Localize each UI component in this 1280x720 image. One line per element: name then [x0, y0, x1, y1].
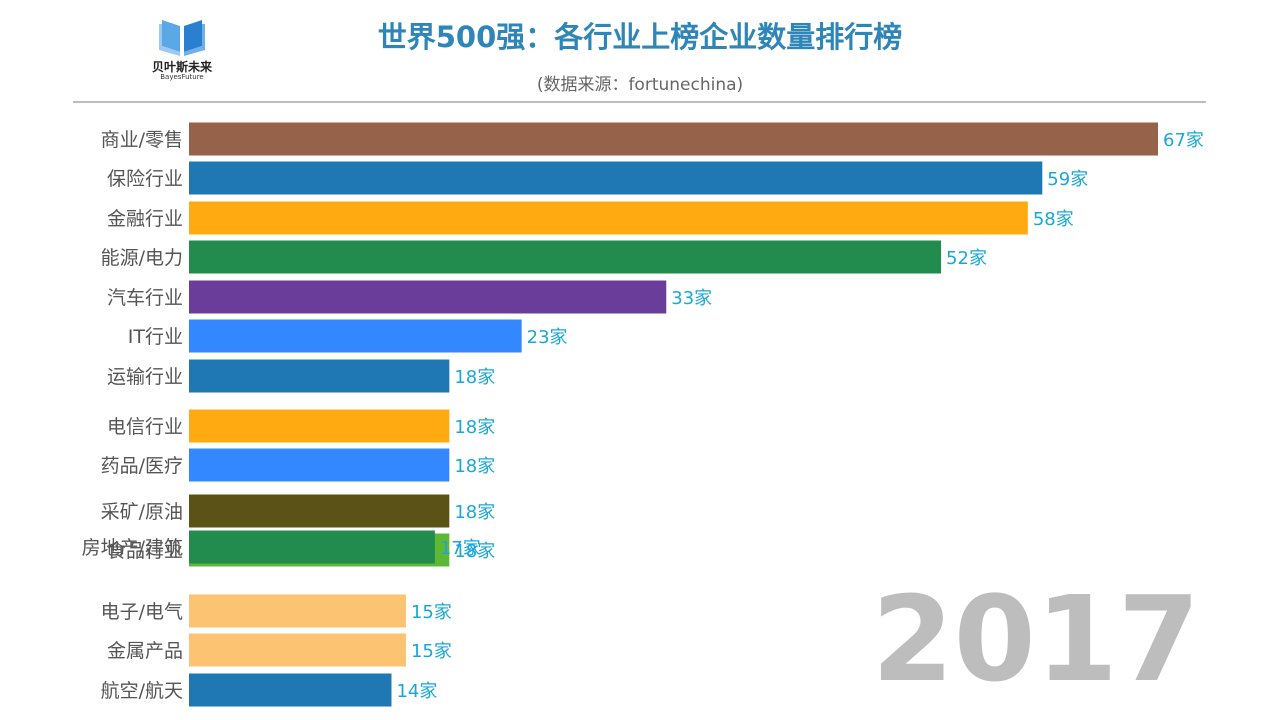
value-label-4: 33家 — [671, 288, 712, 309]
value-label-3: 52家 — [946, 248, 987, 269]
category-label-1: 保险行业 — [107, 168, 183, 190]
category-label-3: 能源/电力 — [101, 247, 183, 269]
logo-name: 贝叶斯未来 — [151, 60, 212, 74]
value-label-1: 59家 — [1047, 169, 1088, 190]
bar-1 — [189, 161, 1043, 195]
category-label-2: 金融行业 — [107, 208, 183, 230]
category-label-13: 金属产品 — [107, 640, 183, 662]
category-label-0: 商业/零售 — [101, 129, 183, 151]
bar-9 — [189, 494, 450, 528]
value-label-12: 15家 — [411, 602, 452, 623]
value-label-5: 23家 — [527, 327, 568, 348]
category-label-4: 汽车行业 — [107, 287, 183, 309]
chart-title: 世界500强：各行业上榜企业数量排行榜 — [377, 20, 903, 54]
brand-logo: 贝叶斯未来 BayesFuture — [132, 14, 232, 86]
book-icon — [159, 20, 205, 56]
bar-8 — [189, 448, 450, 482]
bar-12 — [189, 594, 406, 628]
category-label-12: 电子/电气 — [101, 601, 183, 623]
category-label-7: 电信行业 — [107, 416, 183, 438]
header-divider — [73, 101, 1206, 103]
bar-3 — [189, 240, 942, 274]
value-label-13: 15家 — [411, 641, 452, 662]
value-label-2: 58家 — [1033, 209, 1074, 230]
bar-5 — [189, 319, 522, 353]
value-label-9: 18家 — [454, 502, 495, 523]
category-label-9: 采矿/原油 — [101, 501, 183, 523]
bar-4 — [189, 280, 667, 314]
bar-2 — [189, 201, 1028, 235]
value-label-6: 18家 — [454, 367, 495, 388]
bar-0 — [189, 122, 1158, 156]
bar-11 — [189, 530, 435, 564]
bar-14 — [189, 673, 392, 707]
value-label-0: 67家 — [1163, 130, 1204, 151]
category-label-8: 药品/医疗 — [101, 455, 183, 477]
category-label-10: 食品行业 — [107, 540, 183, 562]
year-label: 2017 — [871, 570, 1200, 708]
bar-7 — [189, 409, 450, 443]
logo-subtitle: BayesFuture — [160, 73, 204, 81]
value-label-7: 18家 — [454, 417, 495, 438]
chart-subtitle: (数据来源：fortunechina) — [536, 75, 744, 95]
value-label-8: 18家 — [454, 456, 495, 477]
bar-6 — [189, 359, 450, 393]
category-label-6: 运输行业 — [107, 366, 183, 388]
category-label-11: 房地产/建筑 — [82, 537, 183, 559]
value-label-14: 14家 — [396, 681, 437, 702]
category-label-14: 航空/航天 — [101, 680, 183, 702]
value-label-11: 17家 — [440, 538, 481, 559]
value-label-10: 18家 — [454, 541, 495, 562]
bar-13 — [189, 633, 406, 667]
category-label-5: IT行业 — [128, 326, 183, 348]
